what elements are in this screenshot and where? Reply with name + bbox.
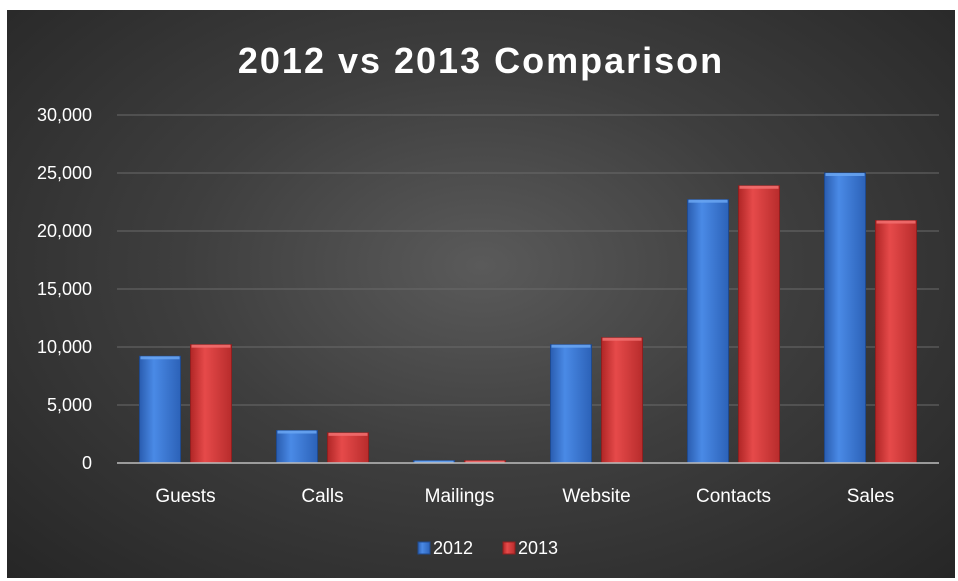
bar-sales-2012 <box>824 172 866 464</box>
gridlines <box>117 114 939 406</box>
y-tick-label: 0 <box>82 453 92 473</box>
bar-chart: 0 5,000 10,000 15,000 20,000 25,000 30,000 Gue… <box>37 40 939 558</box>
bar-website-2013 <box>601 337 643 464</box>
legend-swatch-2012 <box>417 541 431 555</box>
bars <box>139 172 917 464</box>
bar-top-highlight <box>277 430 317 434</box>
x-tick-label: Calls <box>301 486 343 507</box>
bar-top-highlight <box>876 220 916 224</box>
y-tick-label: 30,000 <box>37 105 92 125</box>
x-tick-label: Mailings <box>425 486 495 507</box>
chart-area: 0 5,000 10,000 15,000 20,000 25,000 30,000 Gue… <box>7 10 955 578</box>
chart-title: 2012 vs 2013 Comparison <box>238 40 724 81</box>
x-tick-label: Contacts <box>696 486 771 507</box>
y-tick-label: 5,000 <box>47 395 92 415</box>
bar-calls-2012 <box>276 430 318 464</box>
bar-contacts-2013 <box>738 185 780 464</box>
bar-top-highlight <box>414 460 454 463</box>
bar-calls-2013 <box>327 432 369 464</box>
bar-top-highlight <box>602 337 642 341</box>
bar-website-2012 <box>550 344 592 464</box>
bar-top-highlight <box>328 432 368 436</box>
y-tick-label: 25,000 <box>37 163 92 183</box>
y-axis-tick-labels: 0 5,000 10,000 15,000 20,000 25,000 30,000 <box>37 105 92 473</box>
bar-top-highlight <box>688 199 728 203</box>
bar-top-highlight <box>140 356 180 360</box>
y-tick-label: 10,000 <box>37 337 92 357</box>
x-axis-tick-labels: Guests Calls Mailings Website Contacts Sales <box>155 486 894 507</box>
legend: 2012 2013 <box>417 538 558 558</box>
bar-top-highlight <box>551 344 591 348</box>
bar-top-highlight <box>191 344 231 348</box>
y-tick-label: 20,000 <box>37 221 92 241</box>
x-tick-label: Website <box>562 486 630 507</box>
legend-label-2012: 2012 <box>433 538 473 558</box>
x-tick-label: Guests <box>155 486 215 507</box>
bar-guests-2012 <box>139 355 181 464</box>
bar-guests-2013 <box>190 344 232 464</box>
bar-top-highlight <box>825 173 865 176</box>
bar-contacts-2012 <box>687 199 729 464</box>
legend-swatch-2013 <box>502 541 516 555</box>
bar-sales-2013 <box>875 220 917 464</box>
x-tick-label: Sales <box>847 486 895 507</box>
bar-top-highlight <box>739 185 779 189</box>
bar-top-highlight <box>465 460 505 463</box>
legend-label-2013: 2013 <box>518 538 558 558</box>
y-tick-label: 15,000 <box>37 279 92 299</box>
